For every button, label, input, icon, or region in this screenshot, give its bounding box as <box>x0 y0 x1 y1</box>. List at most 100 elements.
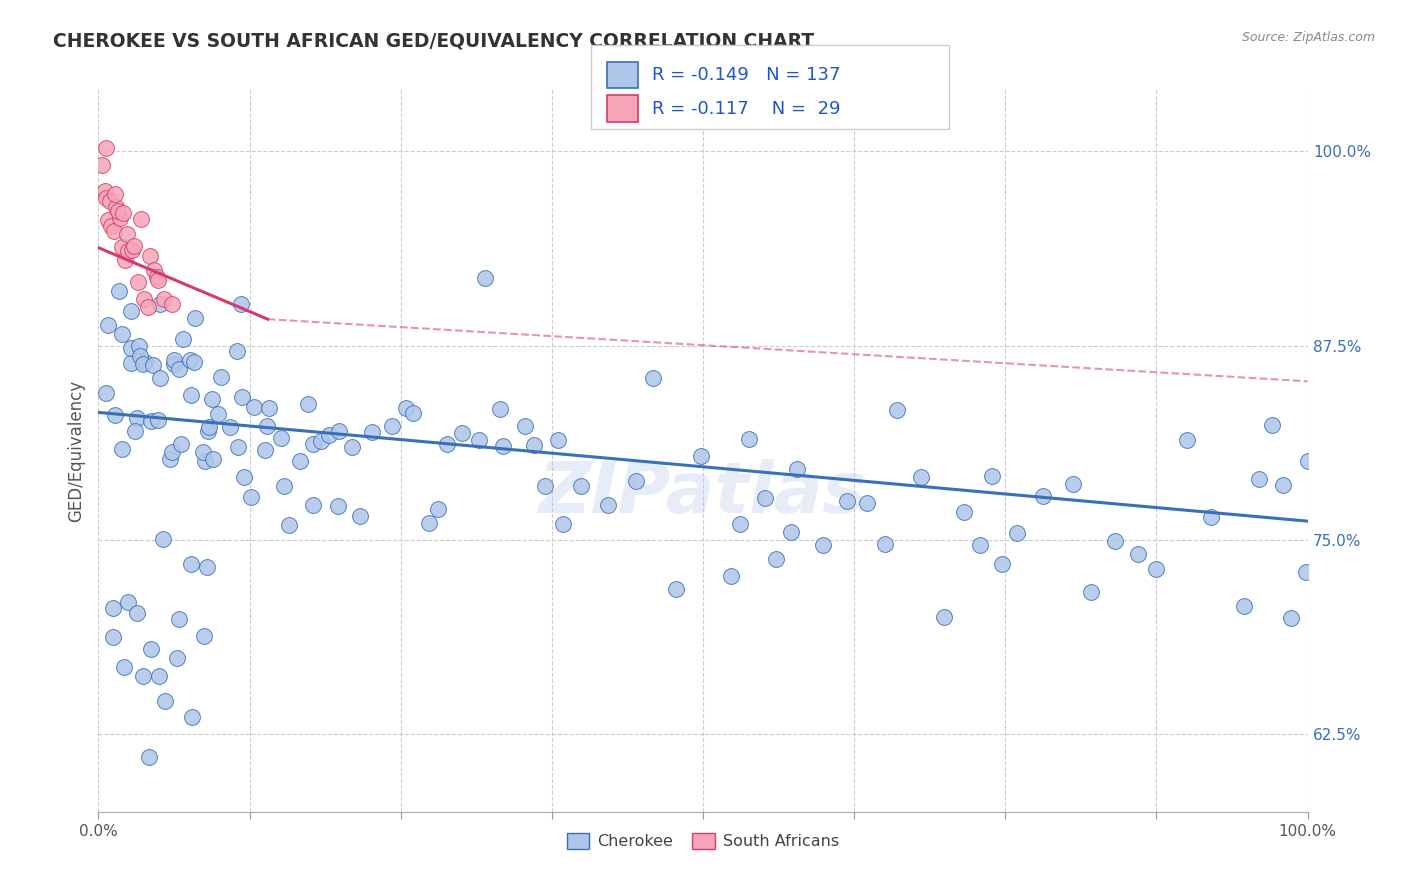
Point <box>436 437 458 451</box>
Point <box>96 141 118 155</box>
Point <box>835 494 858 508</box>
Point <box>112 659 135 673</box>
Point <box>207 407 229 421</box>
Text: CHEROKEE VS SOUTH AFRICAN GED/EQUIVALENCY CORRELATION CHART: CHEROKEE VS SOUTH AFRICAN GED/EQUIVALENC… <box>53 31 814 50</box>
Point <box>97 318 120 333</box>
Point <box>97 212 120 227</box>
Point <box>1199 509 1222 524</box>
Point <box>136 300 159 314</box>
Point <box>665 582 688 596</box>
Point <box>981 468 1004 483</box>
Point <box>91 158 114 172</box>
Point <box>1175 433 1198 447</box>
Point <box>114 252 136 267</box>
Point <box>149 370 172 384</box>
Point <box>1080 584 1102 599</box>
Point <box>170 437 193 451</box>
Point <box>94 184 117 198</box>
Point <box>138 249 160 263</box>
Point <box>730 517 752 532</box>
Point <box>786 461 808 475</box>
Point <box>184 311 207 326</box>
Point <box>326 499 349 513</box>
Point <box>254 442 277 457</box>
Point <box>492 439 515 453</box>
Point <box>225 343 247 358</box>
Point <box>155 694 177 708</box>
Point <box>513 418 536 433</box>
Point <box>166 651 188 665</box>
Point <box>991 557 1014 571</box>
Point <box>875 537 897 551</box>
Point <box>910 470 932 484</box>
Point <box>394 401 416 416</box>
Point <box>297 397 319 411</box>
Text: Source: ZipAtlas.com: Source: ZipAtlas.com <box>1241 31 1375 45</box>
Point <box>179 352 201 367</box>
Point <box>418 516 440 530</box>
Point <box>197 424 219 438</box>
Point <box>401 406 423 420</box>
Point <box>302 499 325 513</box>
Point <box>172 332 194 346</box>
Point <box>720 569 742 583</box>
Point <box>115 227 138 241</box>
Point <box>233 469 256 483</box>
Legend: Cherokee, South Africans: Cherokee, South Africans <box>561 827 845 855</box>
Point <box>167 612 190 626</box>
Point <box>641 371 664 385</box>
Point <box>142 262 165 277</box>
Point <box>738 432 761 446</box>
Point <box>624 475 647 489</box>
Text: ZIPatlas: ZIPatlas <box>540 459 866 528</box>
Point <box>96 385 118 400</box>
Point <box>120 304 142 318</box>
Point <box>125 411 148 425</box>
Point <box>163 357 186 371</box>
Point <box>160 297 183 311</box>
Text: R = -0.117    N =  29: R = -0.117 N = 29 <box>652 100 841 118</box>
Point <box>273 478 295 492</box>
Point <box>551 516 574 531</box>
Point <box>104 408 127 422</box>
Point <box>111 240 134 254</box>
Point <box>468 433 491 447</box>
Point <box>117 244 139 258</box>
Point <box>1279 611 1302 625</box>
Point <box>765 552 787 566</box>
Point <box>1296 454 1319 468</box>
Point <box>124 425 146 439</box>
Point <box>209 370 232 384</box>
Point <box>198 420 221 434</box>
Point <box>1272 478 1295 492</box>
Point <box>523 438 546 452</box>
Point <box>780 524 803 539</box>
Point <box>1247 472 1270 486</box>
Point <box>226 440 249 454</box>
Point <box>754 491 776 505</box>
Point <box>886 403 908 417</box>
Point <box>103 630 125 644</box>
Point <box>132 292 155 306</box>
Point <box>129 212 152 227</box>
Point <box>103 600 125 615</box>
Point <box>153 292 176 306</box>
Point <box>811 538 834 552</box>
Point <box>111 327 134 342</box>
Point <box>1032 489 1054 503</box>
Point <box>162 352 184 367</box>
Point <box>180 388 202 402</box>
Point <box>256 419 278 434</box>
Point <box>380 419 402 434</box>
Point <box>193 629 215 643</box>
Point <box>146 273 169 287</box>
Point <box>427 501 450 516</box>
Point <box>112 206 135 220</box>
Point <box>1062 477 1084 491</box>
Point <box>596 498 619 512</box>
Y-axis label: GED/Equivalency: GED/Equivalency <box>67 379 86 522</box>
Point <box>969 538 991 552</box>
Point <box>103 224 125 238</box>
Point <box>194 454 217 468</box>
Point <box>122 239 145 253</box>
